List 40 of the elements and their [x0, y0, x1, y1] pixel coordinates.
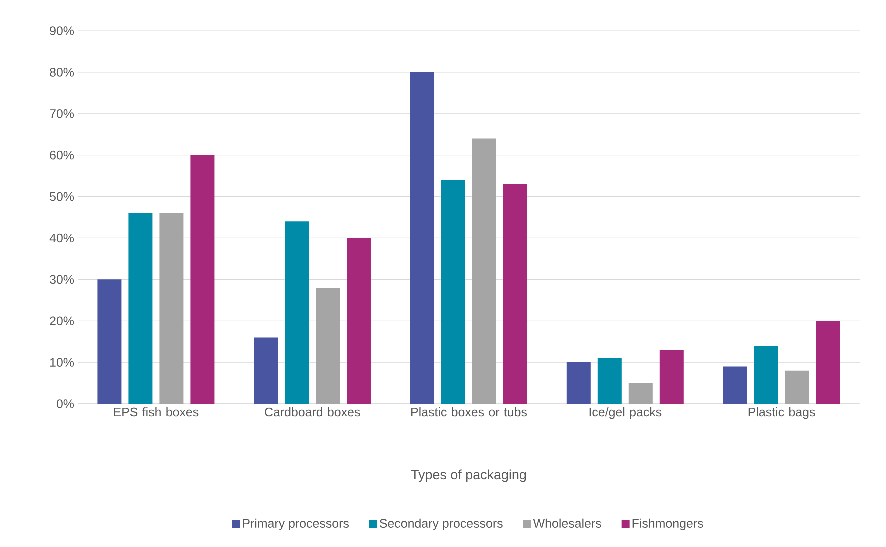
bar	[442, 180, 466, 404]
bar	[190, 155, 215, 404]
bar	[660, 350, 684, 404]
bar	[504, 184, 528, 404]
y-tick-label: 30%	[50, 275, 74, 284]
y-tick-label: 50%	[50, 192, 74, 202]
x-tick-label: Cardboard boxes	[265, 408, 360, 417]
y-tick-label: 10%	[50, 358, 74, 367]
bar	[254, 338, 278, 404]
bar	[723, 366, 748, 404]
legend-label: Primary processors	[243, 518, 349, 530]
legend-label: Secondary processors	[380, 518, 503, 530]
x-tick-label: Plastic bags	[748, 408, 816, 420]
y-tick-label: 80%	[50, 68, 74, 77]
x-tick-label: Ice/gel packs	[590, 408, 662, 420]
bar	[160, 213, 184, 404]
bar	[285, 222, 310, 404]
bar	[347, 238, 372, 404]
y-tick-label: 90%	[50, 26, 74, 36]
legend-label: Wholesalers	[533, 518, 602, 528]
x-tick-label: Plastic boxes or tubs	[412, 408, 528, 417]
bar	[472, 138, 497, 404]
bar	[816, 321, 840, 404]
bar	[598, 358, 622, 404]
bar	[785, 370, 810, 404]
bar	[316, 288, 340, 404]
y-tick-label: 20%	[50, 316, 74, 326]
y-tick-label: 0%	[56, 400, 74, 408]
bar	[410, 72, 435, 404]
y-tick-label: 70%	[50, 109, 74, 118]
legend-label: Fishmongers	[632, 518, 704, 530]
bar	[628, 383, 653, 404]
bar	[754, 346, 778, 404]
bar	[128, 213, 153, 404]
x-axis-title: Types of packaging	[411, 470, 526, 482]
x-tick-label: EPS fish boxes	[114, 408, 199, 417]
bar	[98, 280, 122, 404]
y-tick-label: 60%	[50, 150, 74, 160]
bar	[566, 362, 591, 404]
y-tick-label: 40%	[50, 234, 74, 243]
